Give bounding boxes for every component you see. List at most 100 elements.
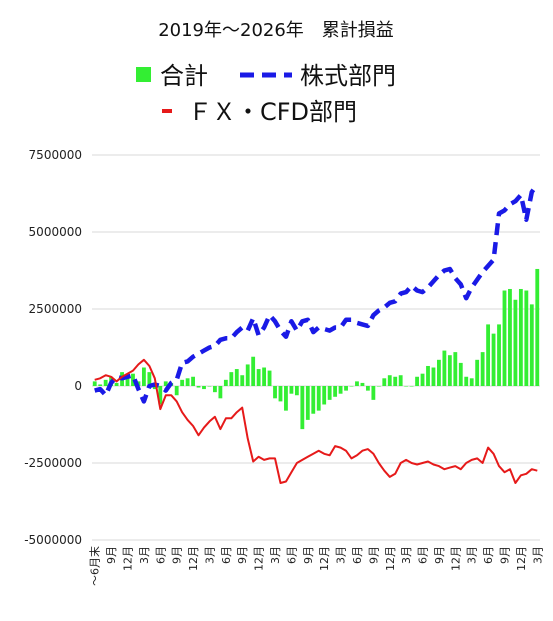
total-bar <box>344 386 348 391</box>
x-tick-label: 12月 <box>318 546 331 571</box>
x-tick-label: 9月 <box>105 546 118 564</box>
total-bar <box>360 382 365 386</box>
total-bar <box>278 386 283 402</box>
total-bar <box>513 299 518 386</box>
total-bar <box>98 384 103 386</box>
total-bar <box>475 359 480 386</box>
x-axis: 〜6月末 9月 12月 3月 6月 9月 12月 3月 6月 9月 12月 3月 6月 9月 12月 3月 6月… <box>88 546 545 586</box>
total-bar <box>240 375 245 386</box>
stock-series-line <box>94 182 540 404</box>
x-tick-label: 9月 <box>302 546 315 564</box>
x-tick-label: 3月 <box>466 546 479 564</box>
total-bar <box>180 379 185 386</box>
total-bar <box>437 359 441 386</box>
gridlines <box>92 154 540 541</box>
total-bar <box>311 386 316 414</box>
x-tick-label: 6月 <box>351 546 364 564</box>
total-bar <box>316 386 321 411</box>
x-tick-label: 9月 <box>236 546 249 564</box>
total-bar <box>174 386 179 396</box>
x-tick-label: 〜6月末 <box>88 546 102 586</box>
total-bar <box>355 381 359 386</box>
x-tick-label: 3月 <box>203 546 216 564</box>
total-bar <box>229 372 234 386</box>
x-tick-label: 6月 <box>154 546 167 564</box>
series-lines <box>94 182 540 484</box>
total-bar <box>529 304 534 386</box>
total-bar <box>415 376 419 386</box>
x-tick-label: 3月 <box>531 546 544 564</box>
total-bar <box>196 386 201 388</box>
legend-stock-label: 株式部門 <box>300 62 396 90</box>
total-bar <box>387 375 392 386</box>
chart-title: 2019年〜2026年 累計損益 <box>158 20 394 41</box>
x-tick-label: 6月 <box>285 546 298 564</box>
total-bar <box>163 381 168 386</box>
total-bar <box>497 324 501 386</box>
total-bar <box>141 367 146 386</box>
x-tick-label: 12月 <box>253 546 266 571</box>
total-bar <box>382 378 387 386</box>
total-bar <box>458 362 463 386</box>
total-bar <box>262 367 267 386</box>
total-bar <box>349 386 354 387</box>
total-bar <box>267 370 272 386</box>
total-bar <box>442 350 447 386</box>
legend-total-label: 合計 <box>160 62 208 90</box>
x-tick-label: 9月 <box>433 546 446 564</box>
y-tick-label: -2500000 <box>24 456 82 470</box>
total-bar <box>453 352 458 386</box>
total-bar <box>404 386 409 387</box>
x-tick-label: 6月 <box>417 546 430 564</box>
total-bar <box>365 386 370 391</box>
total-bar <box>469 378 474 386</box>
total-bar <box>502 290 507 386</box>
total-bar <box>524 290 529 386</box>
x-tick-label: 9月 <box>367 546 380 564</box>
total-bar <box>393 376 398 386</box>
total-bar <box>398 375 403 386</box>
total-bar <box>322 386 327 405</box>
total-bar <box>491 333 496 386</box>
total-bar <box>333 386 338 397</box>
legend: 合計 株式部門 ＦＸ・CFD部門 <box>136 62 396 126</box>
x-tick-label: 9月 <box>171 546 184 564</box>
total-bar <box>152 386 157 390</box>
legend-fx-label: ＦＸ・CFD部門 <box>188 98 357 126</box>
total-bar <box>294 386 299 396</box>
x-tick-label: 12月 <box>449 546 462 571</box>
x-tick-label: 3月 <box>400 546 413 564</box>
total-bar <box>338 386 343 394</box>
total-bar <box>256 369 261 386</box>
total-bar <box>480 352 485 386</box>
total-bar <box>234 369 239 386</box>
x-tick-label: 3月 <box>138 546 151 564</box>
y-tick-label: 7500000 <box>29 148 82 162</box>
y-tick-label: 5000000 <box>29 225 82 239</box>
total-bar <box>284 386 288 411</box>
x-tick-label: 12月 <box>384 546 397 571</box>
y-tick-label: 2500000 <box>29 302 82 316</box>
total-bar <box>508 288 512 386</box>
total-bar <box>300 386 305 430</box>
total-bar <box>518 288 523 386</box>
total-bar <box>147 372 152 386</box>
x-tick-label: 9月 <box>498 546 511 564</box>
total-bar <box>223 379 228 386</box>
x-tick-label: 3月 <box>269 546 282 564</box>
x-tick-label: 12月 <box>515 546 528 571</box>
total-bar <box>207 386 212 387</box>
y-tick-label: 0 <box>74 379 82 393</box>
total-bar <box>202 386 206 390</box>
total-bar <box>273 386 277 399</box>
x-tick-label: 12月 <box>122 546 135 571</box>
total-bar <box>376 386 381 387</box>
total-bar <box>251 356 256 386</box>
total-bar <box>431 367 436 386</box>
total-bar <box>371 386 376 400</box>
x-tick-label: 12月 <box>187 546 200 571</box>
total-bar <box>464 376 469 386</box>
y-axis: 7500000 5000000 2500000 0 -2500000 -5000000 <box>24 148 82 547</box>
total-bar <box>191 376 195 386</box>
